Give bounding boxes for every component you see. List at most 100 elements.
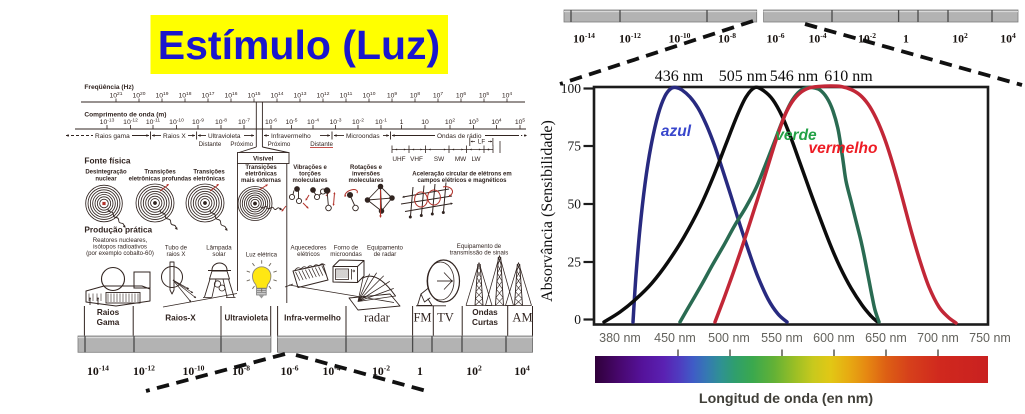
svg-text:550 nm: 550 nm: [761, 331, 803, 345]
svg-text:10-5: 10-5: [286, 117, 298, 126]
svg-text:Raios: Raios: [97, 308, 120, 317]
svg-text:10-13: 10-13: [100, 117, 115, 126]
svg-text:610 nm: 610 nm: [824, 68, 873, 85]
svg-text:10-10: 10-10: [169, 117, 184, 126]
svg-text:campos elétricos e magnéticos: campos elétricos e magnéticos: [417, 178, 507, 184]
svg-text:Ultravioleta: Ultravioleta: [225, 314, 269, 323]
svg-text:eletrônicas: eletrônicas: [193, 177, 225, 183]
svg-text:100: 100: [561, 81, 582, 96]
svg-text:102: 102: [445, 117, 456, 126]
svg-text:SW: SW: [434, 156, 445, 163]
svg-text:380 nm: 380 nm: [599, 331, 641, 345]
svg-text:AM: AM: [512, 311, 532, 325]
svg-text:Equipamento de: Equipamento de: [457, 243, 502, 250]
svg-text:UHF: UHF: [392, 156, 405, 163]
svg-text:Equipamento: Equipamento: [367, 245, 404, 252]
svg-text:1010: 1010: [362, 91, 375, 100]
svg-text:109: 109: [387, 91, 398, 100]
svg-text:0: 0: [574, 312, 581, 327]
svg-text:10-7: 10-7: [238, 117, 250, 126]
svg-text:450 nm: 450 nm: [654, 331, 696, 345]
svg-text:10-4: 10-4: [307, 117, 319, 126]
svg-text:505 nm: 505 nm: [719, 68, 768, 85]
svg-text:103: 103: [468, 117, 479, 126]
svg-text:Aceleração circular de elétron: Aceleração circular de elétrons em: [412, 172, 511, 178]
svg-text:verde: verde: [775, 127, 817, 144]
svg-text:Raios gama: Raios gama: [95, 133, 130, 140]
svg-text:torções: torções: [299, 172, 321, 178]
svg-text:Transições: Transições: [245, 165, 277, 171]
svg-text:MW: MW: [455, 156, 467, 163]
svg-text:Infra-vermelho: Infra-vermelho: [284, 314, 341, 323]
svg-text:Transições: Transições: [193, 170, 225, 176]
svg-text:10: 10: [421, 119, 429, 126]
svg-text:moleculares: moleculares: [348, 178, 384, 184]
svg-text:raios X: raios X: [167, 251, 186, 258]
svg-text:TV: TV: [437, 311, 454, 325]
svg-text:1018: 1018: [178, 91, 191, 100]
svg-text:Próximo: Próximo: [268, 141, 291, 148]
svg-text:10-1: 10-1: [375, 117, 387, 126]
svg-text:10-12: 10-12: [123, 117, 138, 126]
svg-text:105: 105: [515, 117, 526, 126]
svg-text:Rotações e: Rotações e: [350, 165, 383, 171]
svg-text:eletrônicas profundas: eletrônicas profundas: [129, 177, 192, 183]
svg-text:500 nm: 500 nm: [708, 331, 750, 345]
svg-text:105: 105: [479, 91, 490, 100]
svg-text:LW: LW: [471, 156, 481, 163]
svg-text:1015: 1015: [247, 91, 260, 100]
svg-text:Forno de: Forno de: [334, 245, 359, 252]
svg-text:vermelho: vermelho: [809, 140, 878, 157]
svg-text:Gama: Gama: [97, 318, 120, 327]
svg-text:Infravermelho: Infravermelho: [271, 133, 311, 140]
svg-text:radar: radar: [364, 311, 391, 325]
svg-text:650 nm: 650 nm: [865, 331, 907, 345]
svg-text:10-6: 10-6: [265, 117, 277, 126]
svg-text:1020: 1020: [132, 91, 145, 100]
svg-text:Luz elétrica: Luz elétrica: [246, 252, 278, 259]
svg-text:Microondas: Microondas: [346, 133, 380, 140]
svg-text:546 nm: 546 nm: [770, 68, 819, 85]
svg-text:nuclear: nuclear: [95, 177, 117, 183]
svg-text:1013: 1013: [293, 91, 306, 100]
svg-text:Absorvância (Sensibilidade): Absorvância (Sensibilidade): [539, 120, 556, 302]
svg-text:750 nm: 750 nm: [969, 331, 1011, 345]
svg-text:elétricos: elétricos: [297, 251, 320, 258]
svg-text:Visível: Visível: [253, 156, 274, 163]
svg-text:mais externas: mais externas: [241, 178, 282, 184]
svg-text:1019: 1019: [155, 91, 168, 100]
svg-text:1021: 1021: [109, 91, 122, 100]
svg-text:moleculares: moleculares: [292, 178, 328, 184]
svg-text:Reatores nucleares,: Reatores nucleares,: [93, 237, 148, 244]
svg-text:Ondas: Ondas: [472, 308, 498, 317]
svg-text:FM: FM: [413, 311, 431, 325]
svg-text:Ultravioleta: Ultravioleta: [208, 133, 241, 140]
svg-text:1017: 1017: [201, 91, 214, 100]
svg-text:Lâmpada: Lâmpada: [206, 245, 232, 252]
svg-text:azul: azul: [661, 123, 692, 140]
svg-text:104: 104: [502, 91, 513, 100]
svg-text:transmissão de sinais: transmissão de sinais: [450, 250, 509, 257]
svg-text:eletrônicas: eletrônicas: [245, 172, 277, 178]
svg-text:50: 50: [568, 197, 582, 212]
svg-text:107: 107: [433, 91, 444, 100]
svg-text:1014: 1014: [270, 91, 283, 100]
svg-text:10-11: 10-11: [146, 117, 161, 126]
svg-text:Fonte física: Fonte física: [84, 156, 130, 166]
svg-text:(por exemplo cobalto-60): (por exemplo cobalto-60): [86, 250, 154, 257]
svg-text:Aquecedores: Aquecedores: [291, 245, 327, 252]
svg-text:Longitud de onda (en nm): Longitud de onda (en nm): [699, 391, 873, 407]
svg-text:10-8: 10-8: [215, 117, 227, 126]
svg-text:microondas: microondas: [330, 251, 362, 258]
svg-text:Próximo: Próximo: [230, 141, 253, 148]
svg-text:1: 1: [903, 32, 909, 46]
svg-text:10-9: 10-9: [192, 117, 204, 126]
svg-text:Estímulo (Luz): Estímulo (Luz): [158, 22, 440, 68]
svg-text:Comprimento de onda (m): Comprimento de onda (m): [84, 112, 166, 119]
svg-text:104: 104: [491, 117, 502, 126]
svg-text:Produção prática: Produção prática: [84, 225, 152, 235]
svg-text:Tubo de: Tubo de: [165, 245, 188, 252]
svg-text:isótopos radioativos: isótopos radioativos: [93, 244, 147, 251]
svg-text:700 nm: 700 nm: [917, 331, 959, 345]
svg-text:Ondas de rádio: Ondas de rádio: [437, 133, 482, 140]
